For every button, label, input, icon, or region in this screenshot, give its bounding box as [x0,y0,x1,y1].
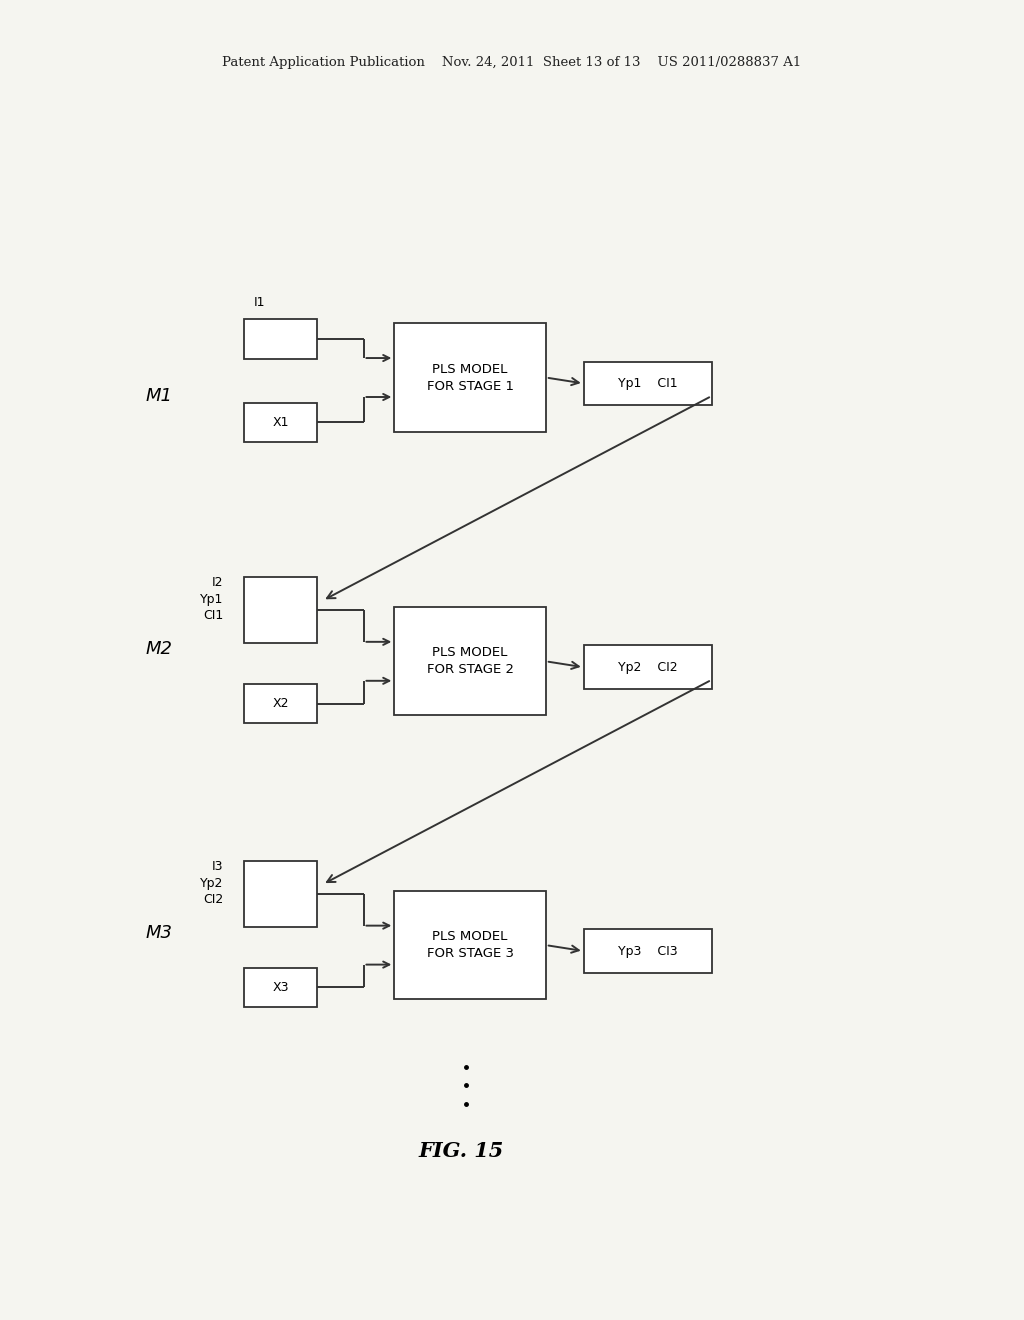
Text: M2: M2 [145,640,172,659]
Text: FIG. 15: FIG. 15 [418,1140,504,1162]
Bar [244,577,317,643]
Bar [244,403,317,442]
Text: I2
Yp1
CI1: I2 Yp1 CI1 [200,577,223,622]
Bar [394,607,546,715]
Text: PLS MODEL
FOR STAGE 2: PLS MODEL FOR STAGE 2 [427,647,513,676]
Bar [394,323,546,432]
Text: PLS MODEL
FOR STAGE 1: PLS MODEL FOR STAGE 1 [427,363,513,392]
Text: I1: I1 [254,296,265,309]
Bar [394,891,546,999]
Text: Yp2    CI2: Yp2 CI2 [617,661,678,673]
Text: X1: X1 [272,416,289,429]
Text: M3: M3 [145,924,172,942]
Text: Yp1    CI1: Yp1 CI1 [617,378,678,389]
Text: X2: X2 [272,697,289,710]
Text: I3
Yp2
CI2: I3 Yp2 CI2 [200,861,223,906]
Bar [244,968,317,1007]
Text: Yp3    CI3: Yp3 CI3 [617,945,678,957]
Bar [584,645,712,689]
Text: PLS MODEL
FOR STAGE 3: PLS MODEL FOR STAGE 3 [427,931,513,960]
Bar [244,684,317,723]
Text: X3: X3 [272,981,289,994]
Bar [244,319,317,359]
Text: M1: M1 [145,387,172,405]
Bar [244,861,317,927]
Bar [584,929,712,973]
Text: Patent Application Publication    Nov. 24, 2011  Sheet 13 of 13    US 2011/02888: Patent Application Publication Nov. 24, … [222,55,802,69]
Bar [584,362,712,405]
